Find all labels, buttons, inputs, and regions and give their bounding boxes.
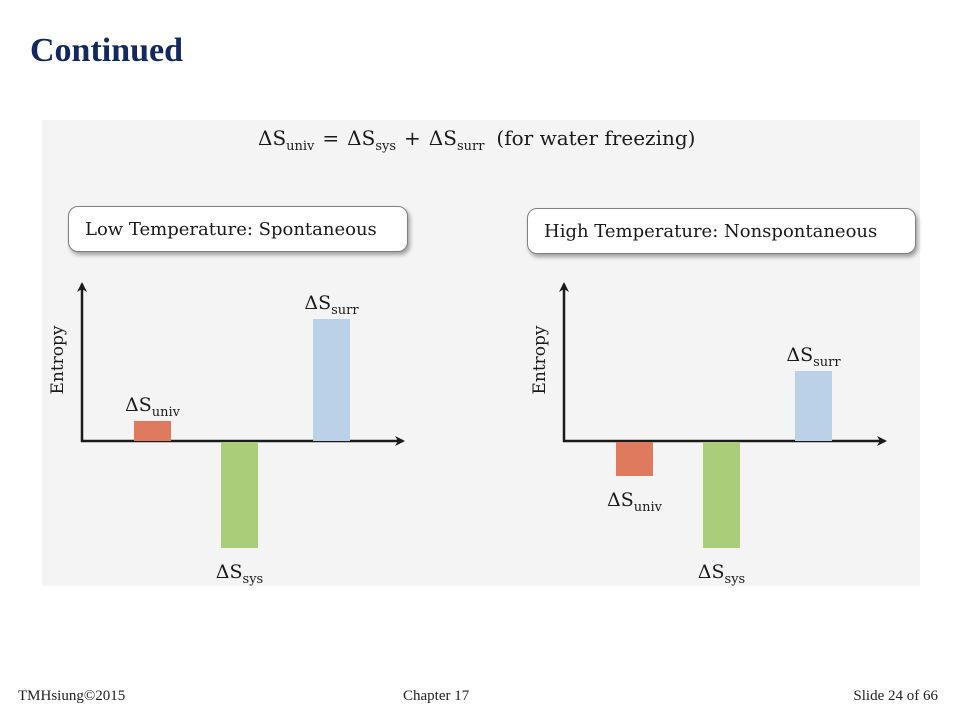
low-temp-bar-sys: [221, 442, 258, 548]
high-temperature-title: High Temperature: Nonspontaneous: [544, 220, 878, 242]
equation-plus: +: [404, 126, 421, 150]
low-temp-y-axis-label: Entropy: [48, 325, 68, 394]
figure-panel: [42, 120, 920, 586]
high-temp-bar-surr: [795, 371, 832, 441]
footer-slide-number: Slide 24 of 66: [853, 688, 938, 704]
equation-lhs: ΔSuniv: [258, 126, 315, 154]
high-temp-bar-label-surr: ΔSsurr: [786, 344, 841, 370]
equation-term-sys: ΔSsys: [347, 126, 397, 154]
low-temp-bar-label-sys: ΔSsys: [216, 561, 263, 587]
low-temp-bar-label-univ: ΔSuniv: [125, 394, 181, 420]
low-temp-bar-univ: [134, 421, 171, 441]
entropy-equation: ΔSuniv = ΔSsys + ΔSsurr (for water freezing): [258, 126, 695, 154]
high-temp-bar-univ: [616, 442, 653, 476]
low-temp-bar-label-surr: ΔSsurr: [304, 292, 359, 318]
low-temperature-title-box: Low Temperature: Spontaneous: [68, 206, 408, 252]
footer-chapter: Chapter 17: [403, 688, 470, 704]
slide-title: Continued: [30, 32, 184, 69]
low-temp-bar-surr: [313, 319, 350, 441]
high-temp-bar-label-univ: ΔSuniv: [607, 489, 663, 515]
footer-author: TMHsiung©2015: [18, 688, 126, 704]
equation-note: (for water freezing): [496, 126, 696, 150]
equation-equals: =: [322, 126, 340, 150]
low-temperature-title: Low Temperature: Spontaneous: [85, 218, 377, 240]
equation-term-surr: ΔSsurr: [428, 126, 485, 154]
high-temperature-title-box: High Temperature: Nonspontaneous: [527, 208, 916, 254]
high-temp-y-axis-label: Entropy: [530, 325, 550, 394]
high-temp-bar-sys: [703, 442, 740, 548]
high-temp-bar-label-sys: ΔSsys: [698, 561, 745, 587]
